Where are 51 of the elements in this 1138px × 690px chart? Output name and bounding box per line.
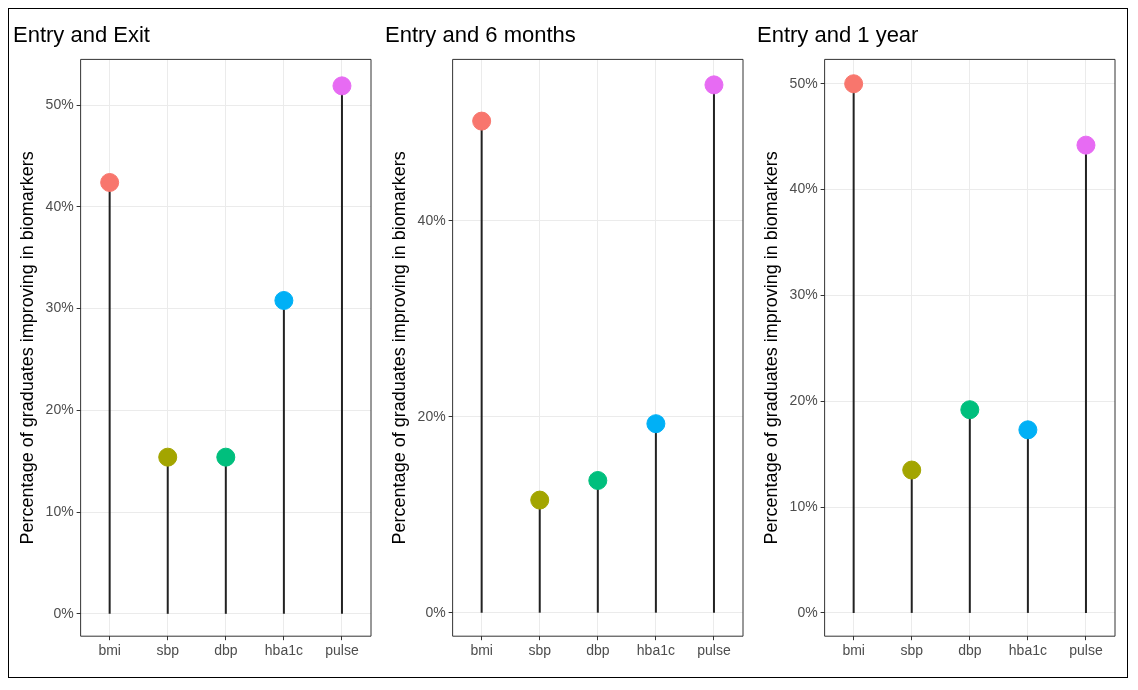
point [844, 74, 864, 94]
chart-title: Entry and 6 months [385, 22, 576, 48]
x-tick-label: pulse [1069, 642, 1103, 659]
y-tick-label: 50% [789, 74, 818, 91]
x-tick-label: hba1c [636, 642, 675, 659]
x-tick-label: sbp [900, 642, 924, 659]
x-tick-label: hba1c [1008, 642, 1047, 659]
x-tick-label: bmi [842, 642, 865, 659]
y-tick-label: 0% [53, 604, 74, 621]
point [158, 447, 178, 467]
x-tick-label: dbp [586, 642, 610, 659]
x-tick-label: sbp [528, 642, 552, 659]
y-tick-label: 30% [45, 299, 74, 316]
y-tick-label: 20% [45, 401, 74, 418]
point [704, 75, 724, 95]
y-axis-title: Percentage of graduates improving in biomarkers [388, 151, 409, 545]
x-tick-label: pulse [697, 642, 731, 659]
point [902, 460, 922, 480]
x-tick-label: sbp [156, 642, 180, 659]
point [216, 447, 236, 467]
y-tick-label: 0% [425, 603, 446, 620]
point [332, 76, 352, 96]
point [1018, 420, 1038, 440]
x-tick-label: dbp [214, 642, 238, 659]
point [1076, 135, 1096, 155]
point [588, 470, 608, 490]
y-tick-label: 10% [789, 497, 818, 514]
point [472, 111, 492, 131]
x-tick-label: pulse [325, 642, 359, 659]
point [530, 490, 550, 510]
y-axis-title: Percentage of graduates improving in biomarkers [760, 151, 781, 545]
x-tick-label: dbp [958, 642, 982, 659]
x-tick-label: bmi [470, 642, 493, 659]
x-tick-label: hba1c [264, 642, 303, 659]
chart-title: Entry and Exit [13, 22, 150, 48]
y-tick-label: 0% [797, 603, 818, 620]
y-tick-label: 20% [789, 392, 818, 409]
y-tick-label: 30% [789, 286, 818, 303]
x-tick-label: bmi [98, 642, 121, 659]
chart-title: Entry and 1 year [757, 22, 919, 48]
point [100, 172, 120, 192]
y-tick-label: 40% [417, 211, 446, 228]
point [646, 414, 666, 434]
y-tick-label: 40% [45, 197, 74, 214]
point [274, 291, 294, 310]
y-axis-title: Percentage of graduates improving in biomarkers [16, 151, 37, 545]
y-tick-label: 40% [789, 180, 818, 197]
point [960, 400, 980, 420]
y-tick-label: 20% [417, 407, 446, 424]
y-tick-label: 10% [45, 502, 74, 519]
y-tick-label: 50% [45, 96, 74, 113]
